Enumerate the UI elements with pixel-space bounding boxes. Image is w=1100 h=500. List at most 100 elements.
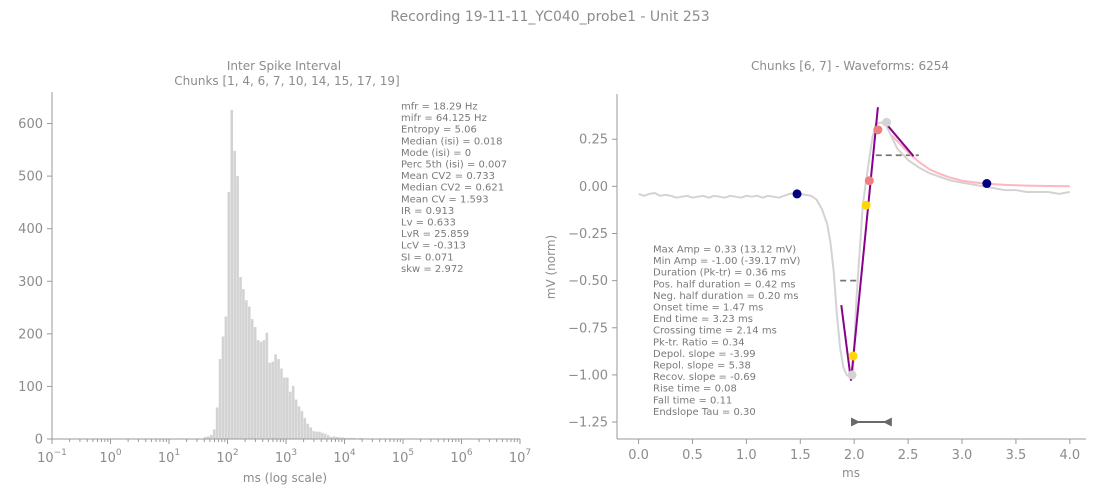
isi-x-tick-label: 10−1 bbox=[37, 448, 67, 466]
waveform-stat-line: Duration (Pk-tr) = 0.36 ms bbox=[653, 268, 786, 279]
isi-bar bbox=[347, 437, 351, 439]
isi-x-ticks: 10−1 100 101 102 103 104 105 106 107 bbox=[37, 439, 531, 466]
isi-y-tick-label: 100 bbox=[18, 380, 43, 395]
isi-x-tick-label: 107 bbox=[509, 448, 531, 466]
isi-bar bbox=[209, 434, 213, 439]
isi-bar bbox=[312, 431, 315, 439]
isi-bar bbox=[242, 289, 245, 439]
isi-bar bbox=[265, 332, 269, 439]
isi-bar bbox=[341, 437, 345, 439]
isi-histogram-panel: Inter Spike Interval Chunks [1, 4, 6, 7,… bbox=[18, 59, 531, 485]
isi-bar bbox=[212, 429, 216, 439]
isi-bar bbox=[303, 417, 307, 439]
waveform-stat-line: Pos. half duration = 0.42 ms bbox=[653, 279, 796, 290]
waveform-stat-line: End time = 3.23 ms bbox=[653, 314, 753, 325]
isi-x-tick-label: 102 bbox=[216, 448, 238, 466]
point-onset bbox=[792, 189, 802, 199]
isi-bar bbox=[271, 361, 274, 439]
waveform-y-label: mV (norm) bbox=[544, 235, 558, 299]
isi-stat-line: Mean CV2 = 0.733 bbox=[401, 171, 495, 182]
waveform-x-tick-label: 2.5 bbox=[898, 448, 919, 463]
isi-bar bbox=[259, 341, 263, 439]
isi-x-label: ms (log scale) bbox=[243, 471, 327, 485]
waveform-lines bbox=[638, 107, 1070, 381]
isi-stat-line: Perc 5th (isi) = 0.007 bbox=[401, 160, 507, 171]
waveform-stat-line: Neg. half duration = 0.20 ms bbox=[653, 291, 799, 302]
waveform-stat-line: Rise time = 0.08 bbox=[653, 384, 737, 395]
waveform-x-label: ms bbox=[842, 466, 860, 480]
isi-bar bbox=[280, 368, 283, 439]
waveform-y-tick-label: −0.50 bbox=[568, 274, 608, 289]
isi-stat-line: skw = 2.972 bbox=[401, 264, 464, 275]
waveform-y-tick-label: −0.25 bbox=[568, 227, 608, 242]
waveform-stat-line: Pk-tr. Ratio = 0.34 bbox=[653, 337, 745, 348]
isi-bar bbox=[245, 300, 248, 439]
point-trough bbox=[847, 370, 857, 380]
isi-bar bbox=[291, 385, 295, 439]
figure-suptitle: Recording 19-11-11_YC040_probe1 - Unit 2… bbox=[390, 9, 709, 25]
isi-y-tick-label: 0 bbox=[35, 433, 43, 448]
isi-y-ticks: 0 100 200 300 400 500 600 bbox=[18, 117, 52, 448]
waveform-y-tick-label: 0.25 bbox=[579, 133, 608, 148]
isi-bar bbox=[204, 436, 207, 439]
isi-bar bbox=[286, 377, 289, 439]
waveform-x-tick-label: 4.0 bbox=[1059, 448, 1080, 463]
waveform-stat-line: Crossing time = 2.14 ms bbox=[653, 326, 777, 337]
waveform-stat-line: Min Amp = -1.00 (-39.17 mV) bbox=[653, 256, 801, 267]
isi-bar bbox=[321, 432, 324, 439]
isi-bar bbox=[274, 354, 277, 439]
isi-stat-line: Entropy = 5.06 bbox=[401, 125, 477, 136]
isi-y-tick-label: 500 bbox=[18, 170, 43, 185]
waveform-y-tick-label: −1.00 bbox=[568, 368, 608, 383]
isi-stat-line: LcV = -0.313 bbox=[401, 241, 466, 252]
isi-bar bbox=[338, 437, 342, 439]
isi-bar bbox=[324, 433, 327, 439]
isi-bar bbox=[318, 431, 321, 439]
isi-bar bbox=[215, 407, 219, 439]
isi-bar bbox=[253, 327, 257, 439]
isi-bar bbox=[306, 423, 310, 439]
waveform-stat-line: Recov. slope = -0.69 bbox=[653, 372, 756, 383]
isi-bar bbox=[353, 437, 356, 439]
waveform-x-tick-label: 1.5 bbox=[790, 448, 811, 463]
isi-stat-line: Mode (isi) = 0 bbox=[401, 148, 471, 159]
isi-bar bbox=[329, 436, 333, 439]
waveform-stat-line: Onset time = 1.47 ms bbox=[653, 303, 763, 314]
isi-bar bbox=[359, 437, 362, 439]
series-depolarization-slope bbox=[840, 304, 852, 381]
isi-stat-line: Median CV2 = 0.621 bbox=[401, 183, 504, 194]
isi-y-tick-label: 600 bbox=[18, 117, 43, 132]
waveform-y-ticks: 0.25 0.00 −0.25 −0.50 −0.75 −1.00 −1.25 bbox=[568, 133, 617, 431]
isi-x-tick-label: 104 bbox=[333, 448, 356, 466]
isi-bar bbox=[207, 436, 210, 439]
waveform-y-tick-label: −1.25 bbox=[568, 416, 608, 431]
point-repol-90-a bbox=[864, 176, 874, 186]
series-repolarization-slope bbox=[850, 107, 879, 381]
isi-x-tick-label: 100 bbox=[99, 448, 122, 466]
isi-bar bbox=[221, 336, 225, 439]
isi-y-tick-label: 300 bbox=[18, 275, 43, 290]
isi-bars bbox=[204, 109, 380, 440]
waveform-stat-line: Max Amp = 0.33 (13.12 mV) bbox=[653, 245, 796, 256]
waveform-points bbox=[792, 117, 992, 380]
waveform-title: Chunks [6, 7] - Waveforms: 6254 bbox=[751, 59, 949, 73]
point-peak bbox=[882, 117, 892, 127]
isi-bar bbox=[300, 411, 304, 439]
isi-bar bbox=[309, 427, 313, 439]
waveform-x-tick-label: 1.0 bbox=[736, 448, 757, 463]
waveform-stats-text: Max Amp = 0.33 (13.12 mV)Min Amp = -1.00… bbox=[653, 245, 801, 418]
isi-stat-line: LvR = 25.859 bbox=[401, 229, 469, 240]
point-depol-10- bbox=[848, 351, 858, 361]
waveform-y-tick-label: 0.00 bbox=[579, 180, 608, 195]
isi-bar bbox=[268, 362, 272, 439]
isi-x-tick-label: 101 bbox=[158, 448, 180, 466]
isi-bar bbox=[250, 319, 254, 439]
isi-bar bbox=[218, 359, 222, 439]
isi-stat-line: mifr = 64.125 Hz bbox=[401, 113, 487, 124]
isi-stat-line: Median (isi) = 0.018 bbox=[401, 136, 502, 147]
isi-bar bbox=[326, 435, 330, 439]
duration-marker-left-arrow bbox=[851, 417, 861, 427]
isi-subtitle: Chunks [1, 4, 6, 7, 10, 14, 15, 17, 19] bbox=[174, 74, 400, 88]
